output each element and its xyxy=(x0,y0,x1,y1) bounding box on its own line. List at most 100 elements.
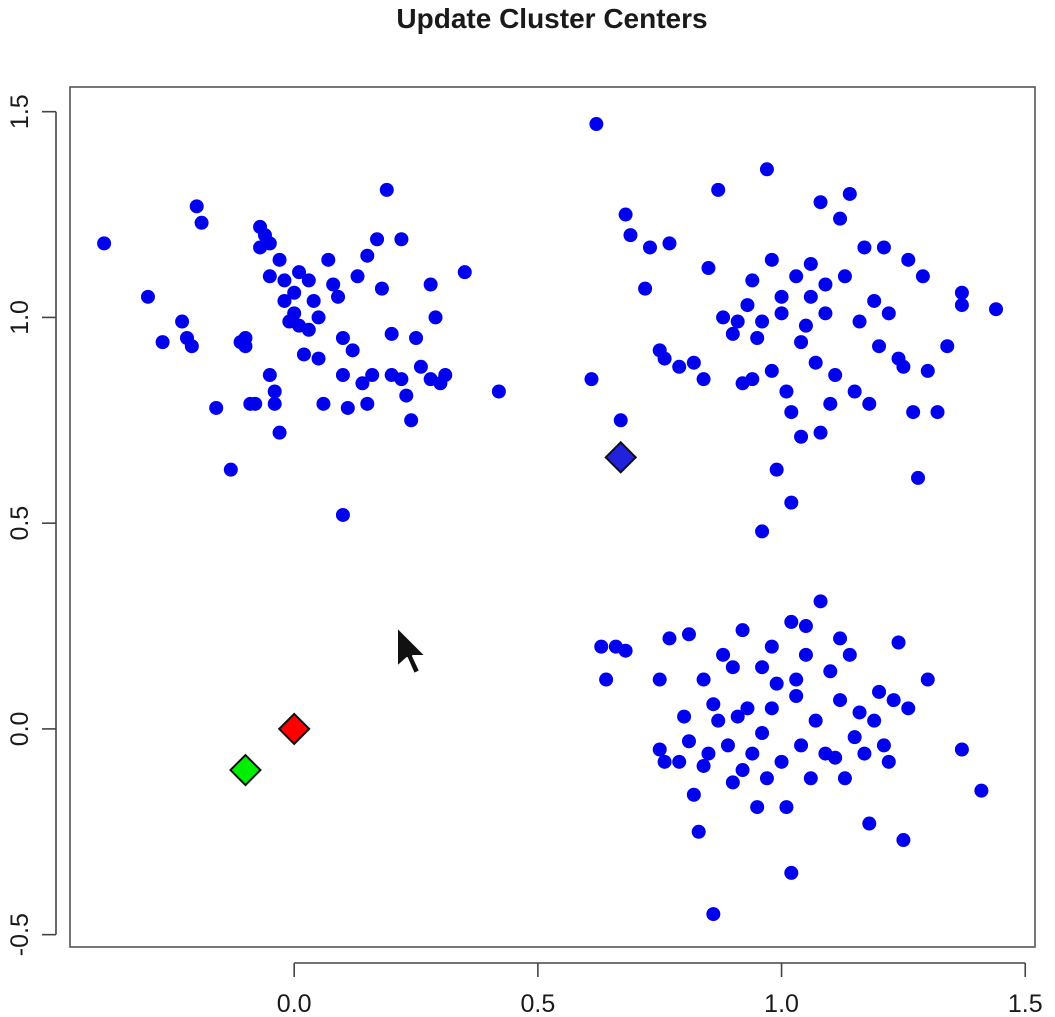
data-point xyxy=(267,396,282,411)
data-point xyxy=(662,631,677,646)
y-tick-label: 1.0 xyxy=(6,300,34,335)
data-point xyxy=(989,302,1004,317)
data-point xyxy=(764,252,779,267)
data-point xyxy=(784,865,799,880)
data-point xyxy=(862,396,877,411)
data-point xyxy=(404,413,419,428)
data-point xyxy=(803,289,818,304)
data-point xyxy=(267,384,282,399)
data-point xyxy=(140,289,155,304)
data-point xyxy=(701,746,716,761)
data-point xyxy=(696,372,711,387)
data-point xyxy=(872,684,887,699)
data-point xyxy=(623,228,638,243)
data-point xyxy=(842,647,857,662)
data-point xyxy=(701,261,716,276)
data-point xyxy=(920,672,935,687)
data-point xyxy=(287,285,302,300)
data-point xyxy=(745,372,760,387)
data-point xyxy=(755,524,770,539)
data-point xyxy=(306,293,321,308)
data-point xyxy=(311,351,326,366)
data-points xyxy=(97,117,1004,922)
data-point xyxy=(896,359,911,374)
data-point xyxy=(374,281,389,296)
cluster-centers xyxy=(229,440,638,787)
x-tick-label: 0.5 xyxy=(520,990,555,1017)
data-point xyxy=(974,783,989,798)
data-point xyxy=(184,339,199,354)
data-point xyxy=(331,289,346,304)
data-point xyxy=(823,396,838,411)
data-point xyxy=(613,413,628,428)
data-point xyxy=(238,331,253,346)
data-point xyxy=(803,771,818,786)
x-tick-label: 1.0 xyxy=(764,990,799,1017)
data-point xyxy=(833,631,848,646)
cluster-center-marker xyxy=(277,712,311,746)
data-point xyxy=(906,405,921,420)
data-point xyxy=(638,281,653,296)
data-point xyxy=(837,269,852,284)
data-point xyxy=(642,240,657,255)
data-point xyxy=(886,693,901,708)
data-point xyxy=(686,787,701,802)
data-point xyxy=(438,368,453,383)
data-point xyxy=(735,763,750,778)
data-point xyxy=(828,750,843,765)
data-point xyxy=(360,396,375,411)
data-point xyxy=(409,331,424,346)
data-point xyxy=(784,495,799,510)
data-point xyxy=(384,326,399,341)
data-point xyxy=(857,240,872,255)
data-point xyxy=(823,664,838,679)
data-point xyxy=(584,372,599,387)
data-point xyxy=(262,236,277,251)
data-point xyxy=(833,211,848,226)
data-point xyxy=(248,396,263,411)
data-point xyxy=(599,672,614,687)
data-point xyxy=(725,326,740,341)
data-point xyxy=(872,339,887,354)
data-point xyxy=(828,368,843,383)
data-point xyxy=(355,376,370,391)
data-point xyxy=(852,705,867,720)
data-point xyxy=(774,306,789,321)
data-point xyxy=(335,331,350,346)
data-point xyxy=(277,273,292,288)
data-point xyxy=(262,269,277,284)
y-tick-label: 0.0 xyxy=(6,712,34,747)
data-point xyxy=(798,619,813,634)
data-point xyxy=(774,289,789,304)
data-point xyxy=(745,273,760,288)
x-axis: 0.0 0.5 1.0 1.5 xyxy=(277,962,1043,1017)
data-point xyxy=(662,236,677,251)
data-point xyxy=(340,400,355,415)
data-point xyxy=(779,384,794,399)
data-point xyxy=(316,396,331,411)
data-point xyxy=(847,730,862,745)
data-point xyxy=(301,322,316,337)
data-point xyxy=(686,355,701,370)
data-point xyxy=(891,635,906,650)
data-point xyxy=(881,306,896,321)
data-point xyxy=(750,331,765,346)
data-point xyxy=(862,816,877,831)
data-point xyxy=(311,310,326,325)
data-point xyxy=(657,754,672,769)
data-point xyxy=(365,368,380,383)
data-point xyxy=(716,310,731,325)
data-point xyxy=(301,273,316,288)
data-point xyxy=(745,746,760,761)
data-point xyxy=(818,306,833,321)
data-point xyxy=(847,384,862,399)
data-point xyxy=(194,215,209,230)
data-point xyxy=(798,318,813,333)
data-point xyxy=(326,277,341,292)
data-point xyxy=(97,236,112,251)
data-point xyxy=(175,314,190,329)
data-point xyxy=(784,405,799,420)
data-point xyxy=(867,713,882,728)
data-point xyxy=(720,738,735,753)
data-point xyxy=(784,614,799,629)
